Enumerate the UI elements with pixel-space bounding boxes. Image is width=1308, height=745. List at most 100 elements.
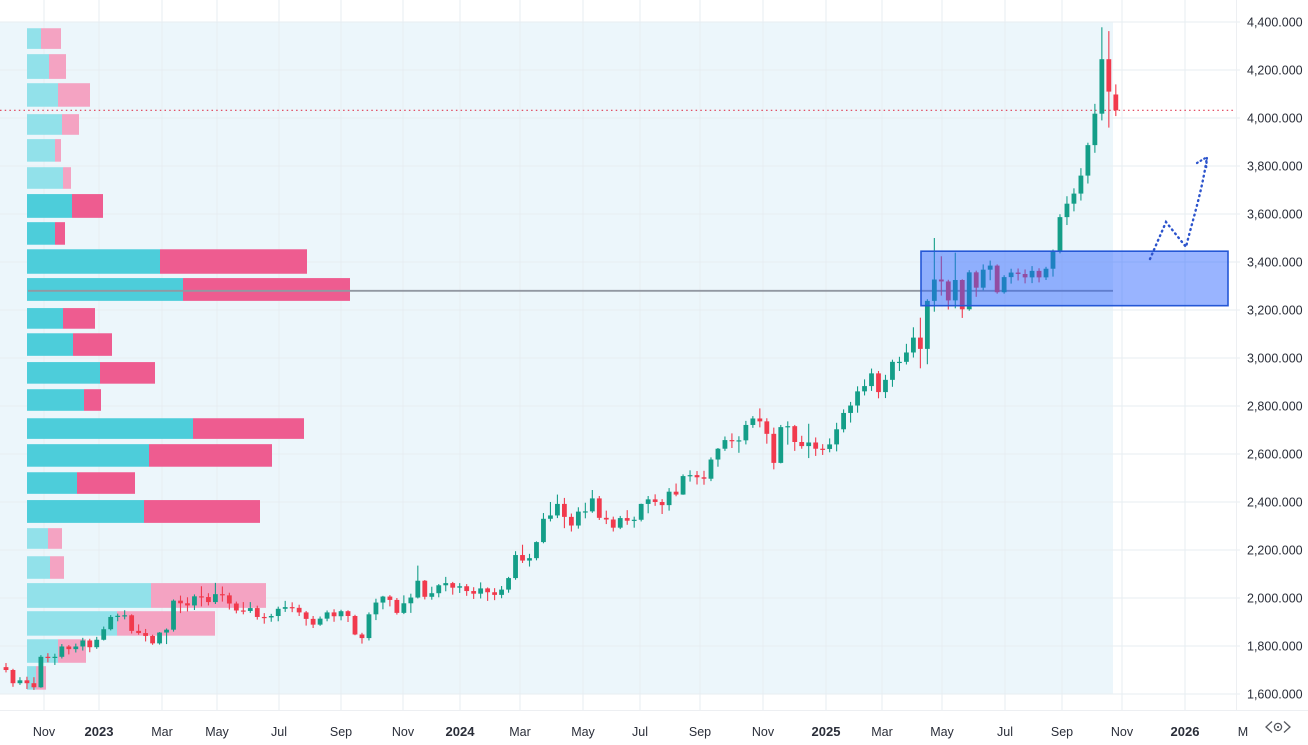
candle-up xyxy=(924,299,930,365)
candle-down xyxy=(994,264,1000,294)
candle-down xyxy=(471,587,477,599)
candle-down xyxy=(485,587,491,601)
candle-up xyxy=(59,644,65,659)
candle-up xyxy=(1008,268,1014,284)
profile-buy-bar xyxy=(27,54,49,79)
candle-down xyxy=(771,427,777,470)
candle-down xyxy=(603,510,609,525)
candle-down xyxy=(610,516,616,532)
candle-down xyxy=(568,513,574,532)
time-axis-month-label: Nov xyxy=(392,725,415,739)
candle-up xyxy=(575,507,581,529)
candle-up xyxy=(862,379,867,396)
candle-down xyxy=(206,593,211,606)
price-axis[interactable]: 4,400.000 4,200.000 4,000.000 3,800.000 3,60… xyxy=(1247,16,1303,702)
candle-up xyxy=(687,470,693,482)
candle-up xyxy=(192,594,197,610)
profile-buy-bar xyxy=(27,666,36,690)
range-box-drawing[interactable] xyxy=(920,250,1229,307)
time-axis-month-label: Sep xyxy=(1051,725,1073,739)
candle-down xyxy=(624,510,630,525)
profile-sell-bar xyxy=(55,139,61,162)
candle-up xyxy=(478,582,484,599)
trend-arrow-drawing[interactable] xyxy=(1148,154,1209,261)
time-axis-month-label: Mar xyxy=(151,725,173,739)
candle-down xyxy=(87,638,93,653)
candle-up xyxy=(94,636,100,649)
candle-up xyxy=(617,515,623,530)
price-axis-label: 3,600.000 xyxy=(1247,208,1303,222)
profile-buy-bar xyxy=(27,308,63,329)
candle-up xyxy=(778,424,784,464)
price-axis-label: 2,600.000 xyxy=(1247,448,1303,462)
candle-down xyxy=(876,370,881,399)
profile-buy-bar xyxy=(27,418,193,439)
candle-up xyxy=(680,474,686,495)
candle-up xyxy=(73,643,79,653)
candle-up xyxy=(785,421,791,445)
candle-up xyxy=(282,600,288,612)
price-axis-label: 4,200.000 xyxy=(1247,64,1303,78)
profile-sell-bar xyxy=(58,639,86,663)
profile-sell-bar xyxy=(48,528,62,549)
candle-up xyxy=(122,610,128,620)
candle-down xyxy=(296,604,302,616)
candlestick-series[interactable] xyxy=(3,27,1119,690)
profile-buy-bar xyxy=(27,500,144,523)
profile-buy-bar xyxy=(27,389,84,411)
candle-up xyxy=(527,553,532,567)
time-axis-year-label: 2023 xyxy=(85,724,114,739)
candle-up xyxy=(1064,196,1070,226)
profile-sell-bar xyxy=(77,472,135,494)
candle-down xyxy=(178,595,183,614)
profile-sell-bar xyxy=(73,333,112,356)
profile-sell-bar xyxy=(100,362,155,384)
profile-buy-bar xyxy=(27,114,62,135)
candle-up xyxy=(715,448,721,467)
candle-up xyxy=(366,612,372,641)
candle-down xyxy=(143,628,148,642)
candle-down xyxy=(1113,84,1119,117)
candle-down xyxy=(917,317,923,369)
profile-buy-bar xyxy=(27,83,58,107)
candle-down xyxy=(150,634,155,645)
time-axis-month-label: May xyxy=(205,725,229,739)
price-axis-label: 2,200.000 xyxy=(1247,544,1303,558)
candle-up xyxy=(1029,266,1035,284)
candle-down xyxy=(422,580,428,600)
candle-up xyxy=(827,438,833,453)
candle-up xyxy=(841,409,846,433)
time-axis-month-label: Sep xyxy=(689,725,711,739)
candle-up xyxy=(338,609,344,621)
angle-bracket-circle-icon[interactable] xyxy=(1265,721,1291,733)
candle-down xyxy=(1036,268,1042,283)
candle-down xyxy=(24,676,30,689)
candle-down xyxy=(813,437,819,456)
candle-up xyxy=(980,264,986,291)
candle-up xyxy=(408,593,414,613)
candle-up xyxy=(834,422,840,452)
candle-up xyxy=(848,401,853,423)
candle-up xyxy=(855,386,860,413)
candle-up xyxy=(457,583,463,593)
candle-up xyxy=(1050,249,1056,277)
profile-sell-bar xyxy=(144,500,260,523)
candle-down xyxy=(945,279,951,310)
candle-up xyxy=(324,610,330,622)
candle-up xyxy=(638,503,644,522)
price-axis-label: 3,800.000 xyxy=(1247,160,1303,174)
candle-up xyxy=(645,496,651,514)
candle-up xyxy=(541,513,546,544)
profile-sell-bar xyxy=(183,278,350,301)
candle-up xyxy=(1057,214,1063,254)
candle-up xyxy=(164,628,169,645)
time-axis[interactable]: Nov 2023 Mar May Jul Sep Nov 2024 Mar May Jul Sep No… xyxy=(33,724,1248,739)
candle-up xyxy=(904,343,909,365)
candle-down xyxy=(596,496,602,520)
candle-up xyxy=(101,626,107,641)
candle-up xyxy=(115,613,121,622)
candle-down xyxy=(129,614,135,634)
candle-up xyxy=(506,576,511,593)
profile-buy-bar xyxy=(27,28,41,49)
